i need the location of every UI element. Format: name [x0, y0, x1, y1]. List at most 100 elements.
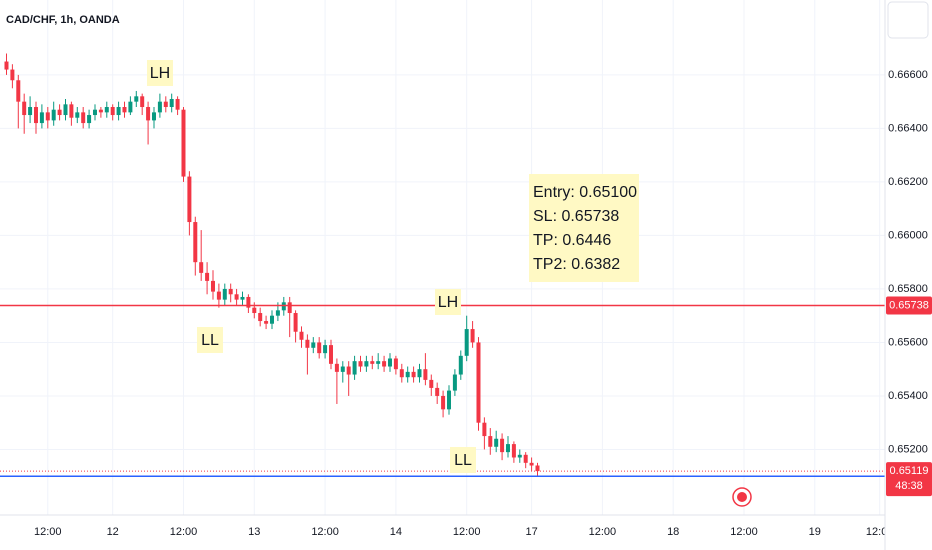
- candle-body: [16, 80, 21, 102]
- candle-body: [181, 109, 186, 177]
- candle-body: [281, 302, 286, 311]
- candle-body: [529, 462, 534, 466]
- settings-button[interactable]: [887, 1, 929, 39]
- candle-body: [511, 444, 516, 458]
- candle-body: [452, 374, 457, 391]
- candle-body: [387, 358, 392, 367]
- candle-body: [423, 369, 428, 380]
- candle-body: [205, 272, 210, 281]
- candle-body: [505, 444, 510, 453]
- candle-body: [63, 104, 68, 116]
- candle-body: [92, 109, 97, 116]
- candle-body: [87, 115, 92, 124]
- candle-body: [222, 288, 227, 300]
- x-tick-label: 18: [667, 526, 679, 538]
- candle-body: [376, 361, 381, 364]
- candle-body: [116, 107, 121, 116]
- grid: 12:00 12 12:00 13 12:00 14 12:00 17 12:00 18 12:00…: [0, 0, 894, 538]
- candle-body: [275, 310, 280, 316]
- note-box: [529, 174, 639, 282]
- candle-body: [470, 329, 475, 343]
- y-tick-label: 0.66000: [888, 229, 928, 241]
- note-line: SL: 0.65738: [533, 208, 619, 225]
- candle-body: [69, 104, 74, 118]
- annotation-box: [435, 289, 461, 315]
- candle-body: [393, 358, 398, 370]
- candle-body: [10, 69, 15, 81]
- candle-body: [334, 363, 339, 372]
- candle-body: [429, 379, 434, 388]
- note-line: TP2: 0.6382: [533, 256, 620, 273]
- candle-body: [458, 355, 463, 375]
- annotation: LL: [201, 332, 219, 349]
- x-tick-label: 12:00: [170, 526, 198, 538]
- candle-body: [411, 371, 416, 378]
- candle-body: [110, 107, 115, 116]
- candle-body: [287, 302, 292, 314]
- last-price-label: 0.65119: [890, 465, 929, 477]
- x-tick-label: 12:00: [589, 526, 617, 538]
- candle-body: [517, 454, 522, 458]
- candle-body: [146, 107, 151, 121]
- y-tick-label: 0.65600: [888, 336, 928, 348]
- candle-body: [128, 101, 133, 113]
- candle-body: [293, 313, 298, 332]
- annotation-box: [147, 60, 173, 86]
- candle-body: [246, 296, 251, 308]
- candle-body: [234, 294, 239, 300]
- candle-body: [28, 107, 33, 116]
- candle-body: [523, 454, 528, 463]
- chart-title: CAD/CHF, 1h, OANDA: [6, 14, 120, 26]
- candle-body: [269, 315, 274, 324]
- candle-body: [4, 61, 9, 70]
- candle-body: [405, 371, 410, 378]
- x-tick-label: 12:00: [311, 526, 339, 538]
- annotation: LL: [454, 452, 472, 469]
- candle-body: [382, 361, 387, 367]
- x-tick-label: 13: [248, 526, 260, 538]
- y-tick-label: 0.65200: [888, 443, 928, 455]
- candle-body: [441, 395, 446, 410]
- x-tick-label: 12:00: [730, 526, 758, 538]
- candle-body: [399, 369, 404, 378]
- candle-body: [193, 222, 198, 263]
- candle-body: [500, 438, 505, 453]
- candle-body: [328, 345, 333, 364]
- candle-body: [482, 422, 487, 437]
- price-tag: [886, 296, 932, 315]
- y-tick-label: 0.65400: [888, 390, 928, 402]
- candle-body: [140, 96, 145, 108]
- candle-body: [346, 366, 351, 375]
- flag-icon: [732, 487, 752, 507]
- candle-body: [75, 112, 80, 118]
- candle-body: [340, 366, 345, 372]
- candle-body: [299, 331, 304, 340]
- candle-body: [199, 262, 204, 273]
- x-tick-label: 14: [390, 526, 402, 538]
- candle-body: [104, 107, 109, 113]
- candle-body: [311, 342, 316, 348]
- candle-body: [252, 307, 257, 314]
- x-tick-label: 12: [107, 526, 119, 538]
- candle-body: [157, 101, 162, 113]
- candle-body: [175, 98, 180, 110]
- candles: [4, 53, 540, 477]
- candle-body: [494, 438, 499, 447]
- x-tick-label: 12:00: [866, 526, 894, 538]
- countdown: 48:38: [895, 480, 923, 492]
- y-tick-label: 0.66200: [888, 176, 928, 188]
- candle-body: [323, 345, 328, 354]
- candle-body: [258, 313, 263, 322]
- candle-body: [81, 112, 86, 124]
- note-line: TP: 0.6446: [533, 232, 611, 249]
- candle-body: [464, 329, 469, 356]
- candle-body: [33, 107, 38, 124]
- candle-body: [134, 96, 139, 102]
- candle-body: [122, 107, 127, 113]
- x-tick-label: 12:00: [453, 526, 481, 538]
- y-tick-label: 0.65800: [888, 283, 928, 295]
- candle-body: [45, 112, 50, 121]
- candle-body: [39, 112, 44, 124]
- candle-body: [228, 288, 233, 295]
